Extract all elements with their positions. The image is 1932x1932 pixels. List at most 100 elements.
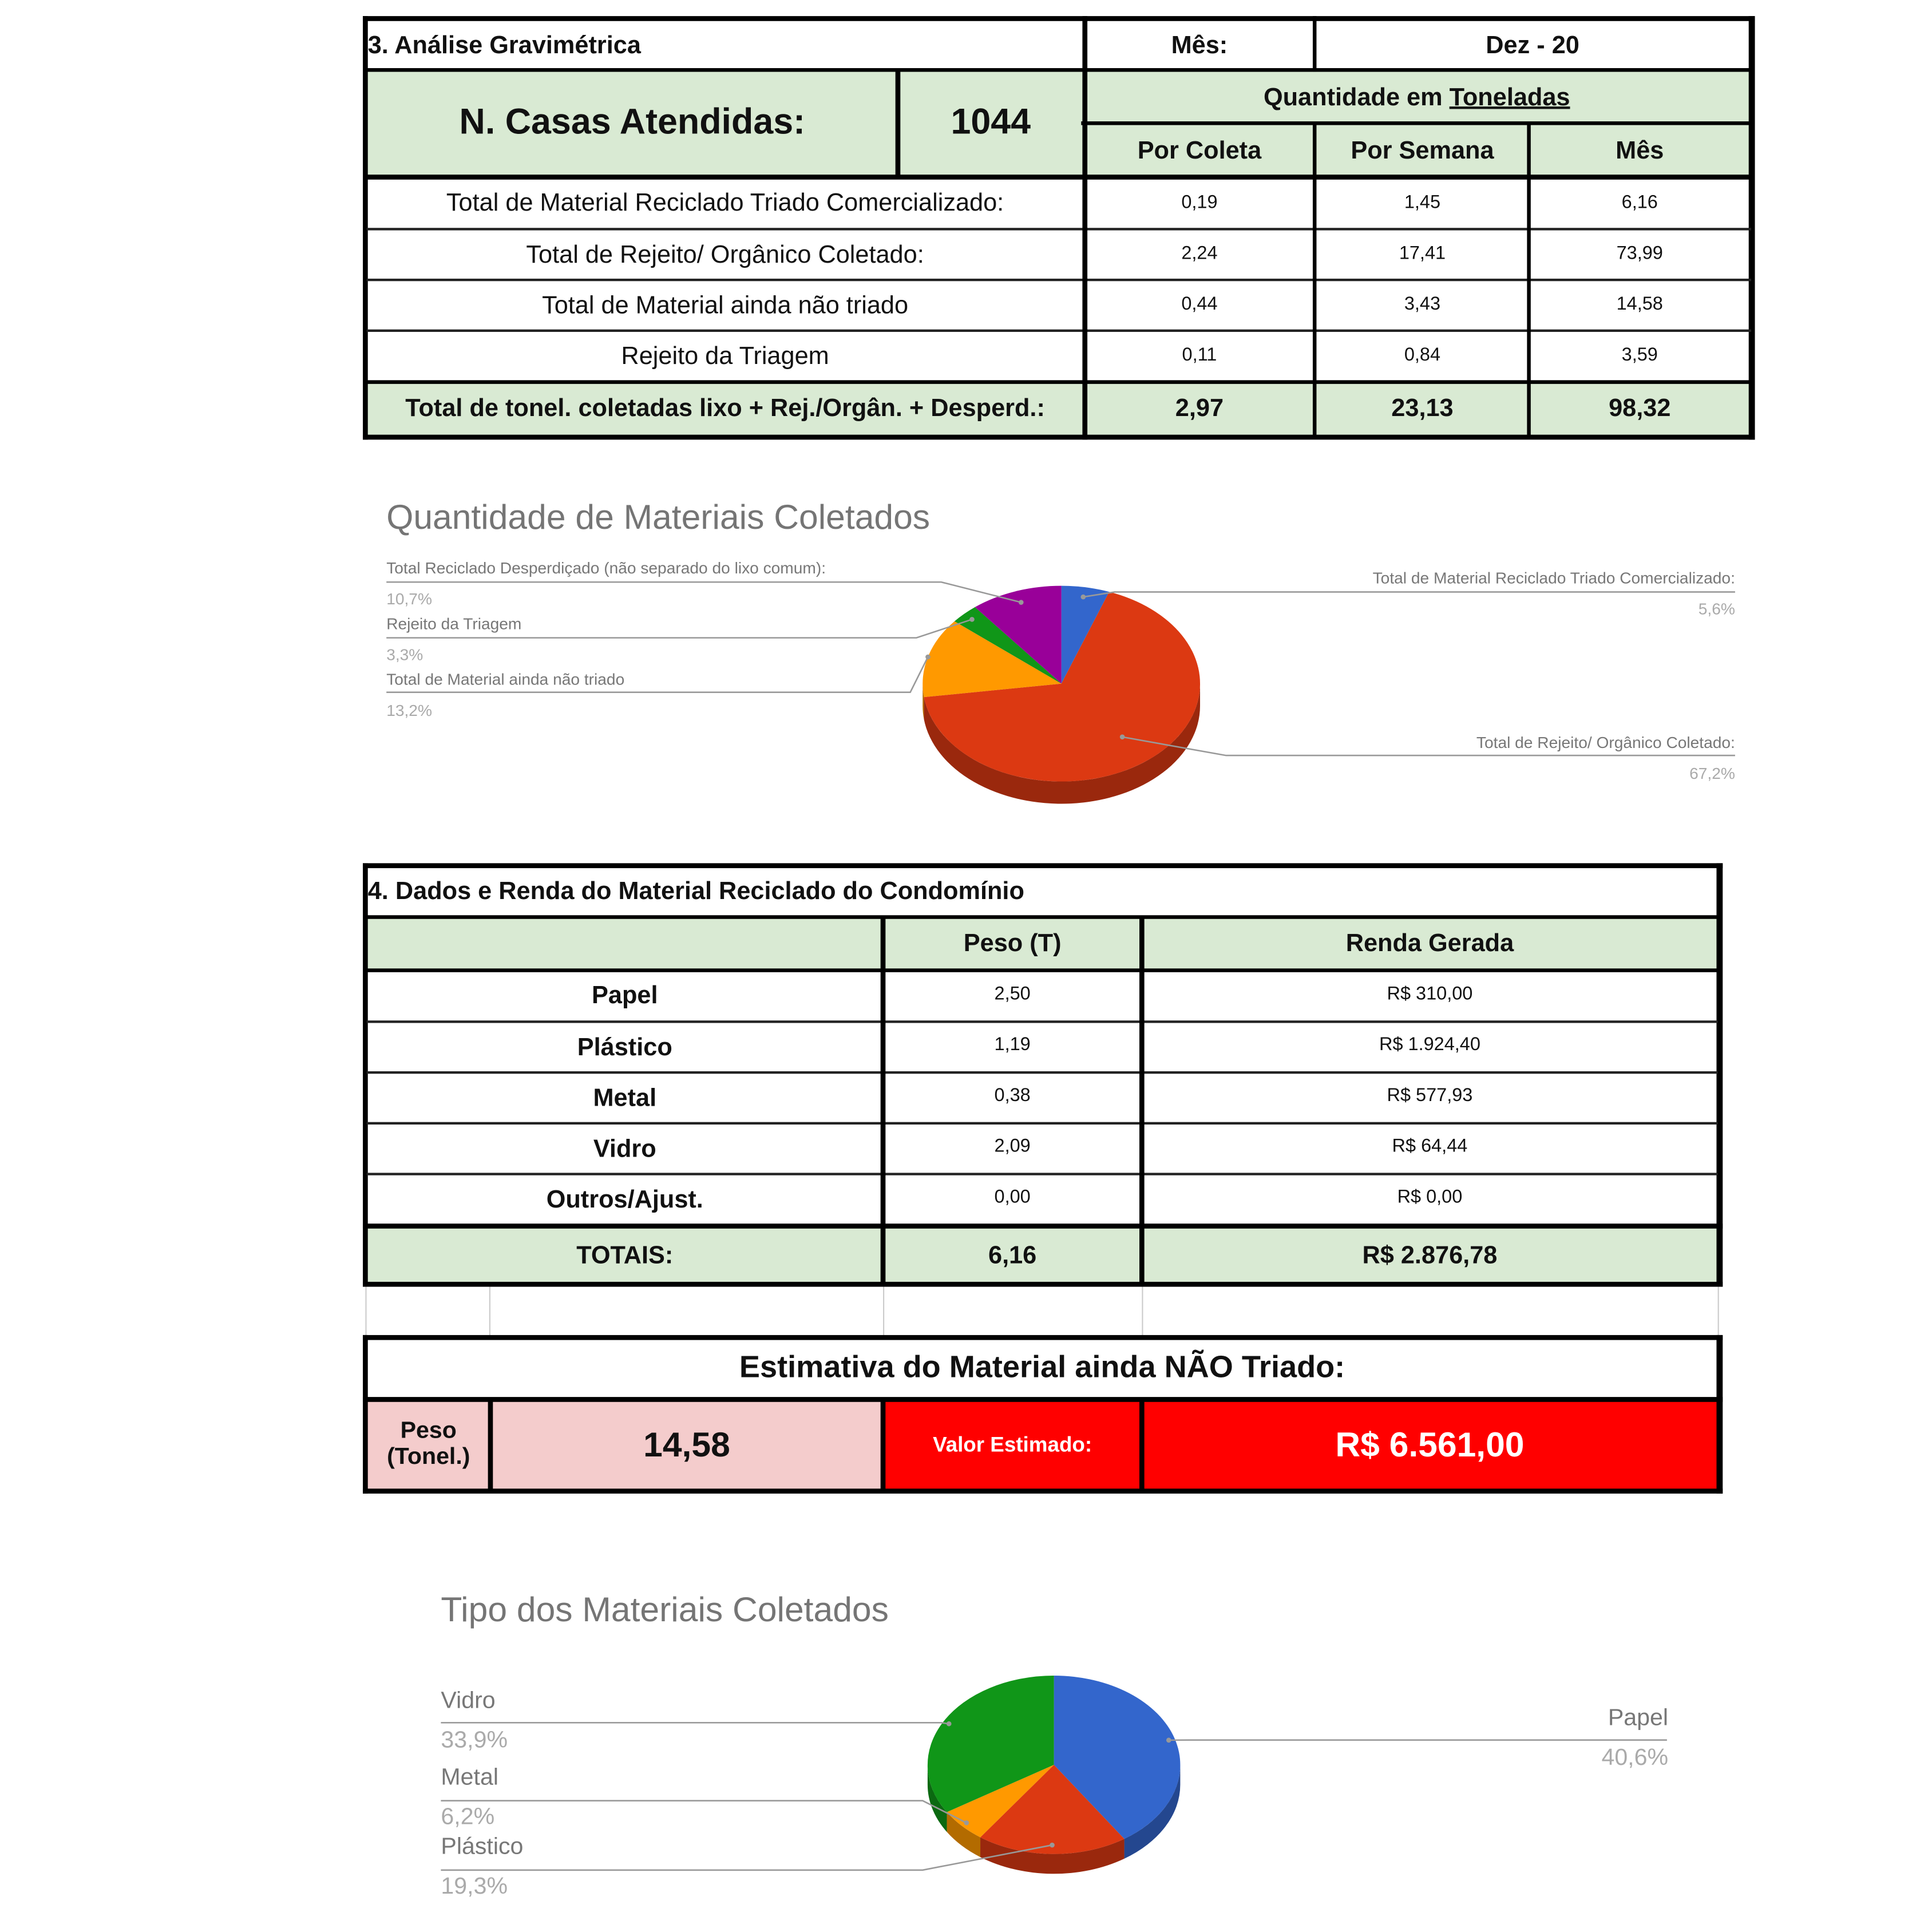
leader-line xyxy=(386,619,972,639)
material-income: R$ 1.924,40 xyxy=(1379,1034,1480,1056)
row-label: Total de Material Reciclado Triado Comer… xyxy=(446,189,1004,217)
pie-slice[interactable] xyxy=(980,1764,1125,1854)
quantity-header-unit: Toneladas xyxy=(1449,84,1570,111)
row-value: 0,44 xyxy=(1181,294,1218,315)
chart1-pct-triage-reject: 3,3% xyxy=(386,645,423,664)
totals-label: TOTAIS: xyxy=(576,1242,674,1270)
row-label: Total de Material ainda não triado xyxy=(542,291,909,319)
chart1-title: Quantidade de Materiais Coletados xyxy=(386,497,931,537)
row-value: 0,11 xyxy=(1182,345,1217,366)
material-label: Metal xyxy=(593,1084,657,1112)
row-label: Total de Rejeito/ Orgânico Coletado: xyxy=(526,240,924,268)
chart2-pct-vidro: 33,9% xyxy=(441,1727,508,1754)
material-label: Outros/Ajust. xyxy=(546,1186,703,1214)
chart2-pct-papel: 40,6% xyxy=(1601,1745,1669,1771)
material-income: R$ 577,93 xyxy=(1387,1085,1473,1107)
pie-slice[interactable] xyxy=(1061,585,1110,684)
leader-line xyxy=(386,581,1022,603)
houses-label: N. Casas Atendidas: xyxy=(459,102,806,142)
chart1-label-triage-reject: Rejeito da Triagem xyxy=(386,614,522,633)
chart2-label-metal: Metal xyxy=(441,1764,498,1791)
pie-slice-side xyxy=(980,1837,1125,1874)
leader-line xyxy=(1122,736,1735,757)
total-mes: 98,32 xyxy=(1609,394,1671,422)
leader-line xyxy=(1083,591,1735,598)
pie-slice[interactable] xyxy=(975,585,1062,684)
leader-line xyxy=(386,656,929,694)
month-value: Dez - 20 xyxy=(1486,31,1579,59)
chart1-pct-recycled-sold: 5,6% xyxy=(1698,599,1735,618)
chart1-label-wasted: Total Reciclado Desperdiçado (não separa… xyxy=(386,559,826,577)
column-header-por-semana: Por Semana xyxy=(1351,137,1494,164)
leader-dot xyxy=(1018,600,1024,605)
leader-line xyxy=(441,1800,967,1824)
pie-slice[interactable] xyxy=(954,607,1062,684)
chart2-label-plastico: Plástico xyxy=(441,1834,524,1860)
pie-slice[interactable] xyxy=(924,592,1201,782)
pie-slice[interactable] xyxy=(1054,1676,1181,1839)
chart2-label-papel: Papel xyxy=(1608,1705,1669,1732)
material-weight: 1,19 xyxy=(994,1034,1031,1056)
leader-dot xyxy=(1119,734,1125,740)
pie-slice-side xyxy=(923,683,924,720)
material-weight: 2,09 xyxy=(994,1136,1031,1157)
material-income: R$ 310,00 xyxy=(1387,983,1473,1004)
pie-slice-side xyxy=(947,1812,981,1858)
column-header-renda: Renda Gerada xyxy=(1345,929,1514,957)
row-label: Rejeito da Triagem xyxy=(621,342,829,370)
row-value: 17,41 xyxy=(1399,243,1446,264)
row-value: 1,45 xyxy=(1404,191,1441,213)
section4-title: 4. Dados e Renda do Material Reciclado d… xyxy=(367,877,1024,905)
totals-weight: 6,16 xyxy=(988,1242,1037,1270)
month-label: Mês: xyxy=(1171,31,1228,59)
estimate-weight-label: Peso (Tonel.) xyxy=(366,1400,490,1490)
pie-slice[interactable] xyxy=(927,1676,1054,1812)
pie-slice-side xyxy=(924,683,1201,804)
leader-dot xyxy=(1080,594,1086,600)
material-income: R$ 64,44 xyxy=(1392,1136,1468,1157)
leader-line xyxy=(441,1844,1052,1871)
estimate-value-label: Valor Estimado: xyxy=(883,1400,1142,1490)
estimate-title: Estimativa do Material ainda NÃO Triado: xyxy=(739,1350,1345,1385)
totals-income: R$ 2.876,78 xyxy=(1362,1242,1498,1270)
chart1-label-recycled-sold: Total de Material Reciclado Triado Comer… xyxy=(1372,568,1735,587)
material-label: Papel xyxy=(592,982,658,1009)
pie-slice[interactable] xyxy=(947,1764,1054,1838)
total-row-label: Total de tonel. coletadas lixo + Rej./Or… xyxy=(405,394,1045,422)
pie-slice-side xyxy=(1124,1764,1181,1859)
section3-title: 3. Análise Gravimétrica xyxy=(367,31,641,59)
chart1-label-untriaged: Total de Material ainda não triado xyxy=(386,670,625,689)
row-value: 3,59 xyxy=(1621,345,1658,366)
material-weight: 0,00 xyxy=(994,1186,1031,1208)
leader-dot xyxy=(964,1820,969,1826)
material-income: R$ 0,00 xyxy=(1397,1186,1463,1208)
leader-line xyxy=(441,1721,949,1725)
column-header-por-coleta: Por Coleta xyxy=(1137,137,1262,164)
chart1-label-organic: Total de Rejeito/ Orgânico Coletado: xyxy=(1476,733,1735,752)
chart2-title: Tipo dos Materiais Coletados xyxy=(441,1590,889,1629)
leader-dot xyxy=(969,616,975,622)
column-header-mes: Mês xyxy=(1616,137,1664,164)
leader-dot xyxy=(946,1721,952,1727)
estimate-value: R$ 6.561,00 xyxy=(1142,1400,1718,1490)
material-label: Vidro xyxy=(593,1135,656,1163)
row-value: 0,19 xyxy=(1181,191,1218,213)
leader-dot xyxy=(925,654,931,660)
pie-slice[interactable] xyxy=(923,621,1062,698)
quantity-header: Quantidade em Toneladas xyxy=(1084,70,1750,124)
chart1-pie xyxy=(386,581,1735,804)
material-label: Plástico xyxy=(577,1033,672,1061)
material-weight: 2,50 xyxy=(994,983,1031,1004)
leader-dot xyxy=(1050,1842,1055,1848)
material-weight: 0,38 xyxy=(994,1085,1031,1107)
chart2-pct-plastico: 19,3% xyxy=(441,1874,508,1900)
total-por-semana: 23,13 xyxy=(1391,394,1454,422)
estimate-weight-value: 14,58 xyxy=(490,1400,884,1490)
chart1-pct-organic: 67,2% xyxy=(1689,764,1735,783)
leader-dot xyxy=(1166,1737,1171,1743)
row-value: 3,43 xyxy=(1404,294,1441,315)
quantity-header-prefix: Quantidade em xyxy=(1263,84,1450,111)
column-header-peso: Peso (T) xyxy=(963,929,1062,957)
